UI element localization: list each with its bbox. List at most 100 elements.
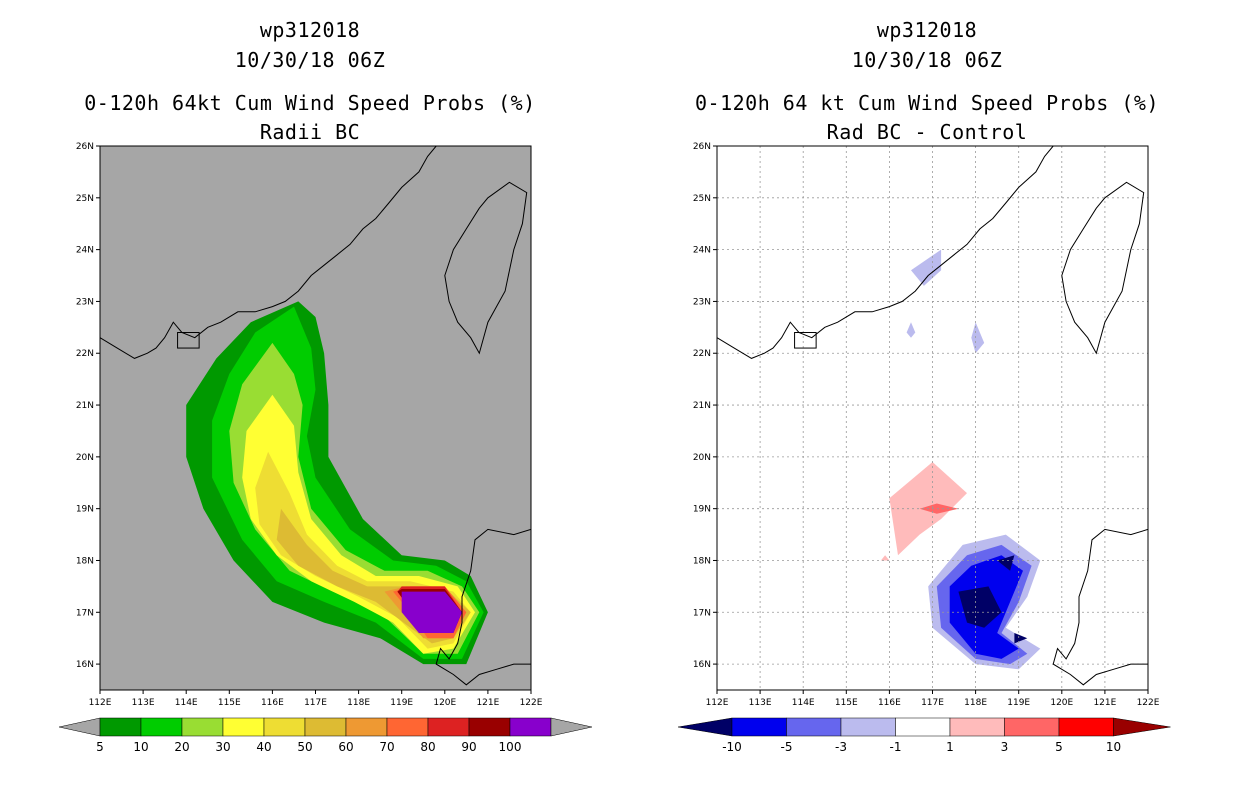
right-ytick-label-16N: 16N — [693, 660, 711, 670]
right-legend-box-6 — [1058, 717, 1114, 737]
right-legend-label-minus5: -5 — [781, 740, 793, 754]
right-contour--1to-3-2 — [906, 322, 916, 338]
right-ytick-label-26N: 26N — [693, 142, 711, 152]
left-ytick-label-26N: 26N — [76, 142, 94, 152]
left-legend-box-1 — [140, 717, 183, 737]
left-legend-label-100: 100 — [499, 740, 522, 754]
left-legend-label-90: 90 — [461, 740, 476, 754]
left-ytick-label-22N: 22N — [76, 349, 94, 359]
left-legend-label-70: 70 — [379, 740, 394, 754]
right-legend-arrow-left — [677, 717, 733, 737]
left-legend-box-9 — [468, 717, 511, 737]
right-contour-1to3-10 — [880, 555, 890, 561]
right-legend-label-5: 5 — [1055, 740, 1063, 754]
left-legend-box-4 — [263, 717, 306, 737]
right-legend-box-1 — [786, 717, 842, 737]
right-xtick-label-118E: 118E — [964, 698, 987, 708]
left-ytick-label-25N: 25N — [76, 194, 94, 204]
right-contour--1to-3-0 — [911, 249, 942, 286]
left-ytick-label-17N: 17N — [76, 608, 94, 618]
right-legend-label-1: 1 — [946, 740, 954, 754]
right-ytick-label-21N: 21N — [693, 401, 711, 411]
left-legend-box-8 — [427, 717, 470, 737]
left-map-panel: 112E 113E 114E 115E 116E 117E 118E 119E 120E 121E… — [76, 142, 543, 708]
left-coastline-taiwan — [444, 181, 528, 355]
left-legend-label-40: 40 — [256, 740, 271, 754]
right-xtick-label-116E: 116E — [878, 698, 901, 708]
right-title-date: 10/30/18 06Z — [851, 48, 1003, 72]
right-legend-label-minus1: -1 — [890, 740, 902, 754]
right-legend-box-4 — [949, 717, 1005, 737]
right-xtick-label-122E: 122E — [1137, 698, 1160, 708]
left-xtick-label-121E: 121E — [476, 698, 499, 708]
left-legend-label-60: 60 — [338, 740, 353, 754]
right-legend-label-minus10: -10 — [722, 740, 742, 754]
left-legend-label-10: 10 — [133, 740, 148, 754]
left-xtick-label-113E: 113E — [132, 698, 155, 708]
left-xtick-label-120E: 120E — [433, 698, 456, 708]
left-legend-label-50: 50 — [297, 740, 312, 754]
left-legend-label-30: 30 — [215, 740, 230, 754]
right-contour--10-6 — [958, 586, 1002, 628]
left-legend-label-80: 80 — [420, 740, 435, 754]
left-legend-arrow-right — [550, 717, 593, 737]
right-xtick-label-114E: 114E — [792, 698, 815, 708]
right-legend-label-10: 10 — [1106, 740, 1121, 754]
left-xtick-label-115E: 115E — [218, 698, 241, 708]
right-legend-label-3: 3 — [1001, 740, 1009, 754]
left-xtick-label-114E: 114E — [175, 698, 198, 708]
right-contour--10-7 — [997, 555, 1015, 571]
right-ytick-label-17N: 17N — [693, 608, 711, 618]
left-ytick-label-23N: 23N — [76, 297, 94, 307]
right-legend: -10 -5 -3 -1 1 3 5 10 — [677, 717, 1171, 754]
left-xtick-label-119E: 119E — [390, 698, 413, 708]
left-contour-100-10 — [401, 591, 462, 633]
right-xtick-label-119E: 119E — [1007, 698, 1030, 708]
left-ytick-label-24N: 24N — [76, 246, 94, 256]
left-ytick-label-19N: 19N — [76, 505, 94, 515]
left-ytick-label-18N: 18N — [76, 556, 94, 566]
right-ytick-label-24N: 24N — [693, 246, 711, 256]
right-contour--10-8 — [1014, 633, 1028, 644]
right-xtick-label-113E: 113E — [749, 698, 772, 708]
left-title-product: 0-120h 64kt Cum Wind Speed Probs (%) — [84, 91, 536, 115]
left-legend: 5 10 20 30 40 50 60 70 80 90 100 — [58, 717, 593, 754]
right-coastline-taiwan — [1061, 181, 1145, 355]
left-legend-box-3 — [222, 717, 265, 737]
left-legend-box-10 — [509, 717, 552, 737]
left-xtick-label-118E: 118E — [347, 698, 370, 708]
right-legend-box-0 — [731, 717, 787, 737]
left-hong-kong-box — [177, 332, 200, 349]
right-xtick-label-115E: 115E — [835, 698, 858, 708]
right-xtick-label-112E: 112E — [706, 698, 729, 708]
right-title-storm-id: wp312018 — [876, 18, 978, 42]
right-xtick-label-117E: 117E — [921, 698, 944, 708]
left-legend-label-20: 20 — [174, 740, 189, 754]
left-xtick-label-116E: 116E — [261, 698, 284, 708]
right-title-subtitle: Rad BC - Control — [826, 120, 1028, 144]
right-legend-label-minus3: -3 — [835, 740, 847, 754]
left-coastline-china — [100, 146, 437, 359]
right-ytick-label-23N: 23N — [693, 297, 711, 307]
right-ytick-label-22N: 22N — [693, 349, 711, 359]
right-map-panel: 112E 113E 114E 115E 116E 117E 118E 119E 120E 121E… — [693, 142, 1160, 708]
left-title-storm-id: wp312018 — [259, 18, 361, 42]
left-ytick-label-20N: 20N — [76, 453, 94, 463]
right-coastline-luzon — [1052, 528, 1148, 686]
right-legend-box-2 — [840, 717, 896, 737]
left-legend-box-7 — [386, 717, 429, 737]
right-coastline-china — [717, 146, 1054, 359]
left-legend-box-0 — [99, 717, 142, 737]
left-legend-box-2 — [181, 717, 224, 737]
right-ytick-label-25N: 25N — [693, 194, 711, 204]
right-hong-kong-box — [794, 332, 817, 349]
right-xtick-label-120E: 120E — [1050, 698, 1073, 708]
left-legend-label-5: 5 — [96, 740, 104, 754]
right-legend-box-5 — [1004, 717, 1060, 737]
right-legend-arrow-right — [1113, 717, 1171, 737]
left-ytick-label-21N: 21N — [76, 401, 94, 411]
left-xtick-label-122E: 122E — [520, 698, 543, 708]
right-contour--1to-3-1 — [971, 322, 985, 354]
left-xtick-label-117E: 117E — [304, 698, 327, 708]
